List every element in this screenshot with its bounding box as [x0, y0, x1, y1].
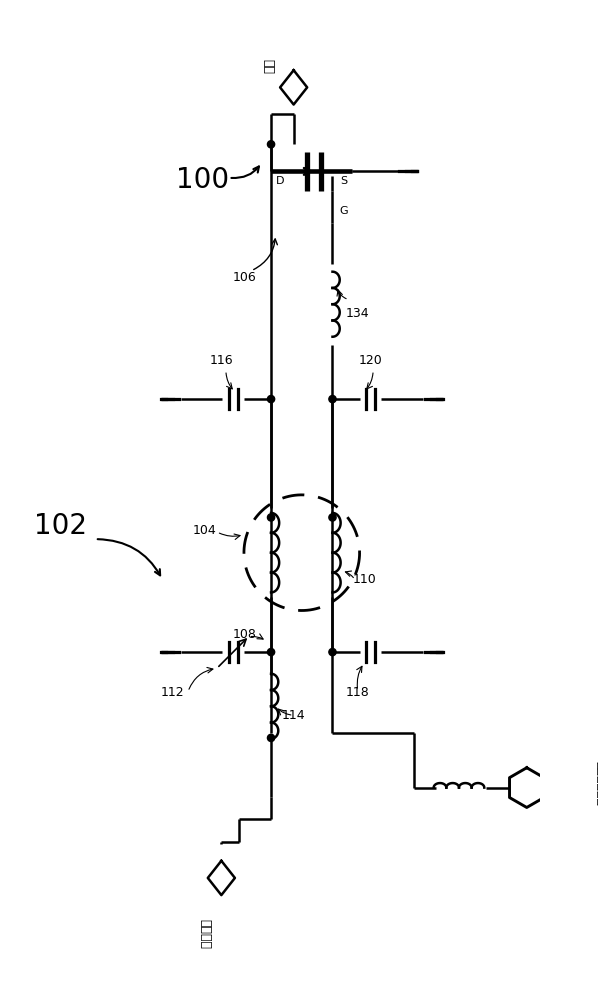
- Circle shape: [329, 514, 336, 521]
- Text: 114: 114: [282, 709, 306, 722]
- Text: G: G: [340, 206, 349, 216]
- Text: 112: 112: [161, 686, 184, 699]
- Text: 118: 118: [346, 686, 370, 699]
- Text: S: S: [341, 176, 348, 186]
- Text: 116: 116: [209, 354, 233, 367]
- Text: D: D: [276, 176, 284, 186]
- Text: 120: 120: [359, 354, 382, 367]
- Text: 射频输入: 射频输入: [199, 919, 212, 949]
- Text: 108: 108: [233, 628, 257, 641]
- Circle shape: [267, 648, 274, 656]
- Text: 100: 100: [176, 166, 229, 194]
- Circle shape: [267, 395, 274, 403]
- Circle shape: [267, 141, 274, 148]
- Circle shape: [267, 734, 274, 742]
- Circle shape: [267, 514, 274, 521]
- Text: 输出: 输出: [262, 59, 275, 74]
- Circle shape: [329, 395, 336, 403]
- Text: 104: 104: [193, 524, 216, 537]
- Text: 110: 110: [352, 573, 376, 586]
- Text: 102: 102: [34, 512, 87, 540]
- Text: 直流栅极偏压: 直流栅极偏压: [594, 761, 598, 806]
- Text: 106: 106: [233, 271, 257, 284]
- Text: 134: 134: [346, 307, 370, 320]
- Circle shape: [329, 648, 336, 656]
